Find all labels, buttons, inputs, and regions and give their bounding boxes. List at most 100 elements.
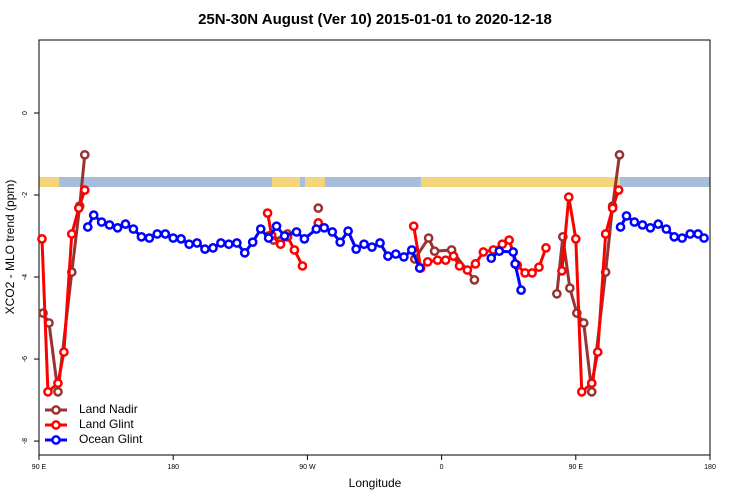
y-tick-label: -6: [22, 356, 29, 362]
legend-label: Land Glint: [79, 417, 134, 431]
data-point: [422, 257, 433, 267]
data-point: [669, 231, 680, 242]
data-point: [192, 238, 202, 248]
data-point: [232, 238, 242, 248]
data-point: [615, 222, 626, 232]
y-axis-label: XCO2 - MLO trend (ppm): [3, 180, 17, 315]
data-point: [607, 203, 618, 213]
data-point: [343, 226, 353, 236]
data-point: [586, 386, 597, 397]
data-point: [291, 227, 302, 237]
data-point: [516, 285, 526, 295]
data-point: [96, 217, 107, 227]
y-tick-label: -2: [22, 192, 29, 198]
data-point: [66, 229, 77, 239]
data-point: [262, 208, 273, 218]
data-point: [152, 229, 163, 239]
data-point: [504, 235, 514, 245]
data-point: [279, 231, 290, 241]
data-point: [557, 266, 567, 276]
data-point: [263, 233, 274, 243]
data-point: [271, 221, 282, 232]
data-point: [399, 252, 409, 262]
data-point: [247, 237, 258, 248]
legend-marker: [51, 405, 61, 415]
legend-label: Ocean Glint: [79, 432, 143, 446]
data-point: [645, 222, 656, 233]
data-point: [390, 249, 401, 259]
x-tick-label: 0: [440, 464, 444, 471]
data-point: [53, 386, 63, 397]
data-point: [255, 224, 266, 234]
data-point: [406, 245, 417, 255]
data-point: [319, 222, 330, 233]
data-point: [470, 259, 481, 269]
data-point: [699, 233, 709, 243]
data-point: [289, 245, 300, 255]
data-point: [208, 243, 218, 253]
data-point: [534, 262, 544, 273]
data-point: [440, 255, 451, 266]
data-point: [600, 229, 611, 239]
y-tick-label: -8: [22, 438, 29, 444]
data-point: [462, 265, 473, 275]
data-point: [570, 234, 581, 244]
data-point: [510, 259, 520, 269]
data-point: [144, 233, 155, 243]
data-point: [375, 238, 385, 248]
data-point: [37, 234, 47, 244]
data-point: [359, 239, 369, 250]
data-point: [184, 239, 195, 250]
plot-frame: [38, 39, 711, 456]
data-point: [311, 224, 322, 234]
data-point: [408, 221, 419, 232]
data-point: [297, 261, 308, 271]
x-tick-label: 90 E: [569, 464, 584, 471]
chart-title: 25N-30N August (Ver 10) 2015-01-01 to 20…: [198, 11, 552, 28]
land-ocean-strip: [39, 177, 710, 187]
data-point: [621, 211, 632, 221]
data-point: [494, 246, 505, 257]
data-point: [176, 234, 186, 244]
data-point: [637, 220, 648, 230]
data-point: [552, 288, 562, 299]
data-point: [335, 237, 346, 248]
data-point: [88, 210, 99, 220]
data-point: [136, 231, 147, 242]
legend-marker: [51, 420, 61, 430]
data-point: [661, 224, 672, 234]
y-tick-label: -4: [22, 274, 29, 280]
data-point: [677, 233, 687, 243]
data-point: [383, 251, 393, 261]
data-point: [239, 247, 250, 258]
data-point: [454, 261, 465, 271]
data-point: [200, 244, 210, 254]
x-tick-label: 90 W: [299, 464, 316, 471]
data-point: [586, 378, 597, 389]
data-point: [653, 219, 664, 229]
data-point: [223, 239, 234, 250]
data-point: [541, 243, 551, 253]
y-tick-label: 0: [22, 111, 29, 115]
data-point: [414, 263, 425, 273]
data-point: [82, 222, 93, 232]
data-point: [327, 227, 338, 237]
data-point: [508, 247, 519, 257]
x-tick-label: 180: [704, 464, 716, 471]
data-point: [486, 253, 497, 264]
data-point: [564, 283, 575, 293]
data-point: [613, 185, 624, 195]
x-tick-label: 90 E: [32, 464, 47, 471]
data-point: [563, 192, 574, 202]
x-axis-label: Longitude: [349, 476, 402, 490]
legend-marker: [51, 435, 61, 445]
data-point: [299, 234, 310, 244]
data-point: [79, 185, 90, 195]
data-point: [120, 219, 131, 229]
data-point: [53, 378, 63, 389]
data-point: [469, 275, 480, 285]
legend-label: Land Nadir: [79, 402, 138, 416]
data-point: [112, 222, 123, 233]
data-point: [629, 217, 640, 227]
